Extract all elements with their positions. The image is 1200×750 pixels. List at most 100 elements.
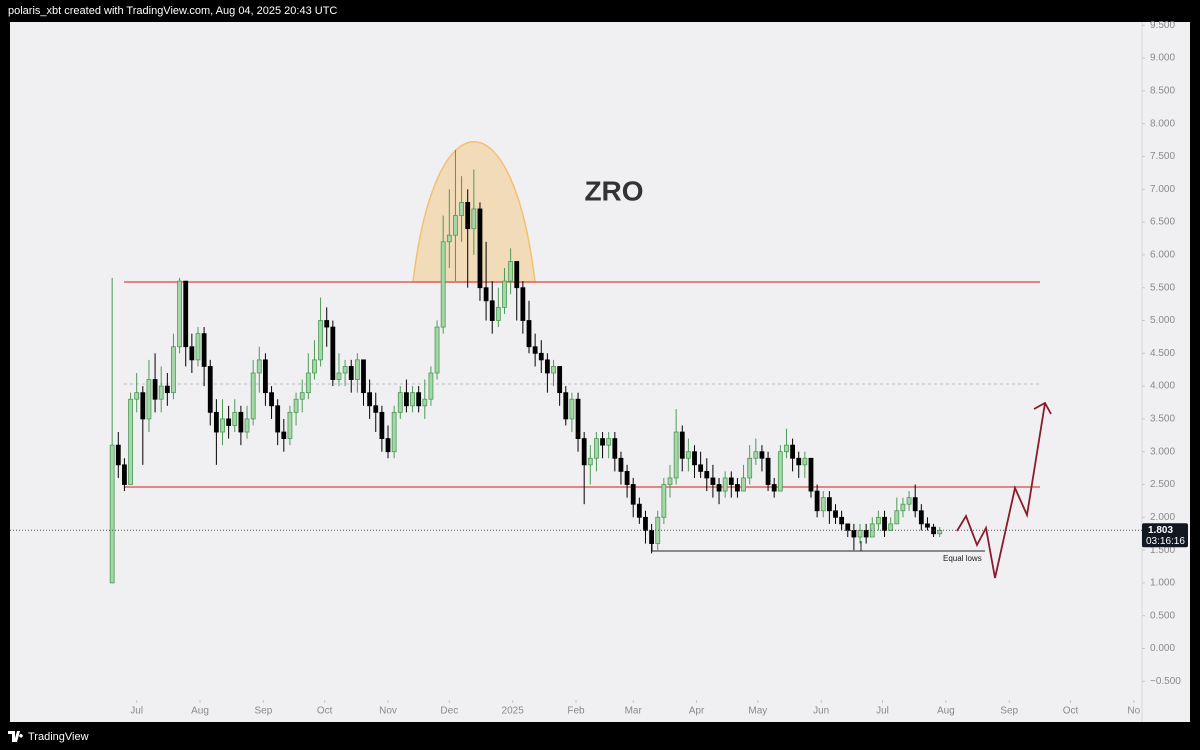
y-tick-label: 8.500 <box>1150 86 1175 97</box>
candle-body <box>876 516 881 525</box>
candle-body <box>636 503 642 518</box>
candle-body <box>152 379 158 400</box>
candle-body <box>109 444 115 584</box>
candle-body <box>128 398 133 485</box>
annotation: Equal lows <box>943 554 982 563</box>
candle-body <box>404 392 409 407</box>
candle-body <box>544 359 550 374</box>
x-tick-label: Nov <box>379 706 397 717</box>
candle-body <box>606 438 612 446</box>
candle-body <box>667 477 673 485</box>
candle-body <box>581 438 587 466</box>
candle-body <box>354 359 360 380</box>
y-tick-label: 0.000 <box>1150 643 1175 654</box>
candle-body <box>287 411 293 439</box>
candle-body <box>790 444 795 459</box>
candle-body <box>918 510 924 525</box>
candle-body <box>238 411 244 433</box>
candle-body <box>164 385 170 394</box>
candle-body <box>269 392 274 407</box>
candle-body <box>477 208 483 289</box>
candle-body <box>263 359 268 394</box>
candle-body <box>698 464 704 472</box>
x-tick-label: Mar <box>625 706 643 717</box>
x-tick-label: No <box>1127 706 1140 717</box>
x-tick-label: Aug <box>191 706 209 717</box>
y-tick-label: 7.500 <box>1150 151 1175 162</box>
candle-body <box>532 346 538 354</box>
y-tick-label: 6.500 <box>1150 217 1175 228</box>
candle-body <box>195 333 201 361</box>
candle-body <box>465 202 471 230</box>
candle-body <box>759 451 765 459</box>
logo <box>8 731 23 742</box>
y-tick-label: 2.500 <box>1150 479 1175 490</box>
candle-body <box>796 457 802 466</box>
candle-body <box>814 490 820 512</box>
candle-body <box>575 398 581 439</box>
candle-body <box>894 510 900 525</box>
candle-body <box>673 431 679 479</box>
candle-body <box>526 320 532 348</box>
candle-body <box>293 398 299 413</box>
candle-body <box>305 372 311 394</box>
candle-body <box>446 234 452 243</box>
candle-body <box>802 457 808 466</box>
candle-body <box>655 516 661 544</box>
candle-body <box>189 346 195 361</box>
candle-body <box>440 241 446 328</box>
x-tick-label: Jul <box>130 706 143 717</box>
candle-body <box>692 451 697 466</box>
x-tick-label: Aug <box>937 706 955 717</box>
candle-body <box>679 431 685 459</box>
candle-body <box>753 451 759 459</box>
x-tick-label: Sep <box>1000 706 1018 717</box>
last-price-label: 1.803 <box>1148 525 1173 536</box>
candle-body <box>495 306 501 321</box>
candle-body <box>336 372 342 380</box>
candle-body <box>453 215 458 236</box>
candle-body <box>747 457 753 479</box>
candle-body <box>220 418 225 433</box>
forecast-path <box>956 402 1046 579</box>
candle-body <box>704 470 710 479</box>
candle-body <box>281 431 287 439</box>
candle-body <box>716 484 722 492</box>
x-tick-label: Oct <box>317 706 333 717</box>
candle-body <box>618 457 624 472</box>
last-price-box <box>1142 523 1188 548</box>
candle-body <box>538 352 544 361</box>
candle-body <box>661 484 667 518</box>
candle-body <box>299 392 305 400</box>
candle-body <box>551 366 556 374</box>
candle-body <box>434 326 440 374</box>
candle-body <box>728 477 734 485</box>
candle-body <box>312 359 317 374</box>
candle-body <box>171 346 176 394</box>
candle-body <box>649 530 655 544</box>
candle-body <box>318 320 323 361</box>
candle-body <box>213 411 219 433</box>
candle-body <box>250 372 256 420</box>
candle-body <box>256 359 262 374</box>
candle-body <box>820 497 826 512</box>
candle-body <box>587 457 593 466</box>
x-tick-label: May <box>748 706 767 717</box>
candle-body <box>735 484 740 492</box>
candle-body <box>226 418 232 426</box>
y-tick-label: 5.500 <box>1150 282 1175 293</box>
x-tick-label: Apr <box>689 706 705 717</box>
candle-body <box>410 392 415 407</box>
x-tick-label: Jul <box>876 706 889 717</box>
candle-body <box>612 438 618 459</box>
candle-body <box>342 366 348 374</box>
x-tick-label: Sep <box>254 706 272 717</box>
plot-background <box>10 22 1190 722</box>
candle-body <box>839 516 845 525</box>
candle-body <box>563 392 569 420</box>
candle-body <box>134 392 140 400</box>
candle-body <box>508 261 514 282</box>
candle-body <box>324 320 330 328</box>
candle-body <box>459 202 464 216</box>
